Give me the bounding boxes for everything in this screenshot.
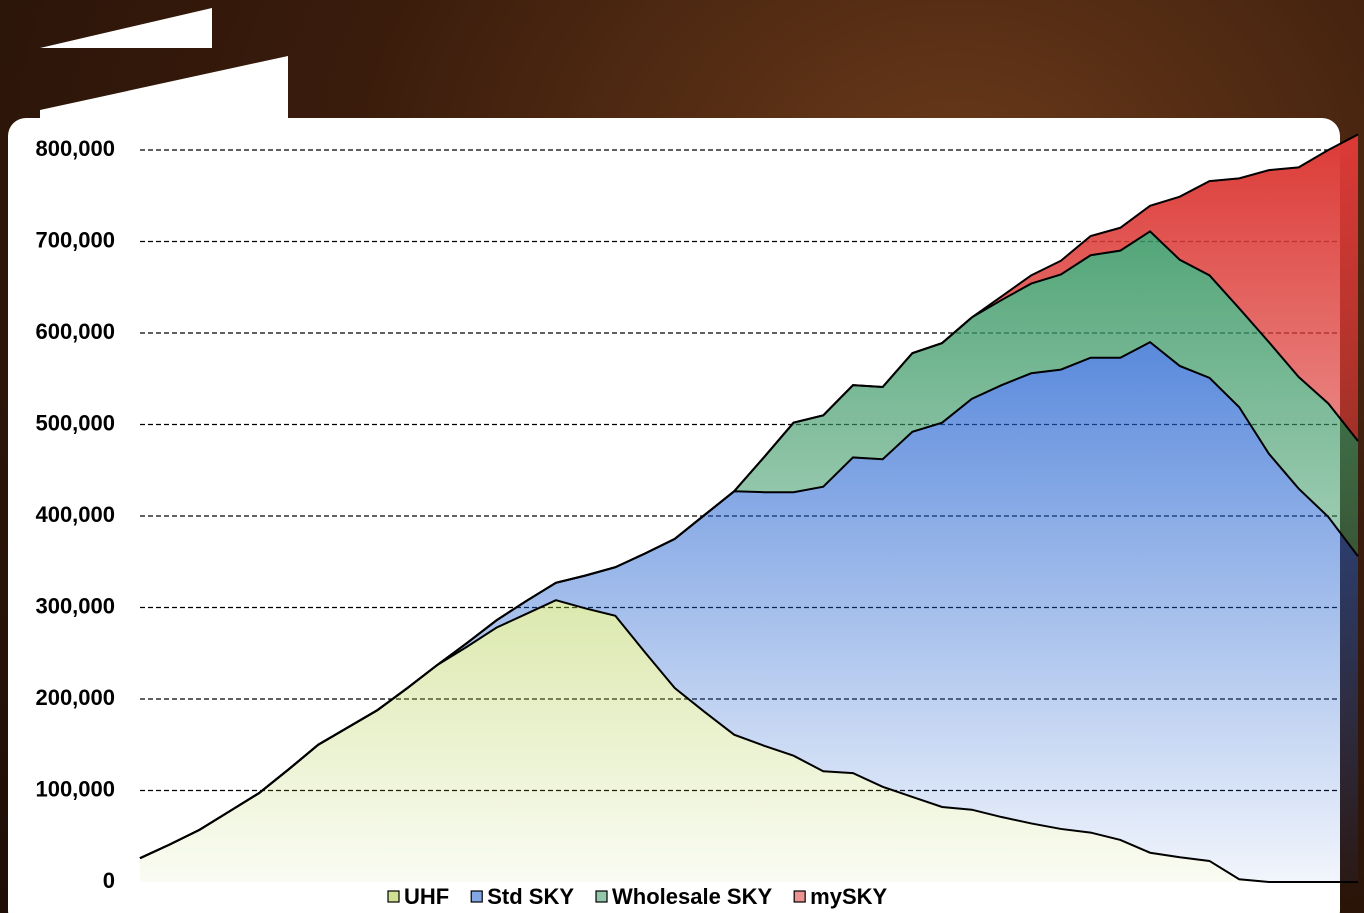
y-tick-label: 100,000	[35, 776, 115, 801]
y-tick-label: 800,000	[35, 136, 115, 161]
legend-label: UHF	[404, 884, 449, 909]
area	[140, 342, 1358, 882]
y-tick-label: 700,000	[35, 227, 115, 252]
legend-label: Std SKY	[487, 884, 574, 909]
y-tick-label: 300,000	[35, 593, 115, 618]
y-tick-label: 600,000	[35, 319, 115, 344]
y-tick-label: 0	[103, 868, 115, 893]
logo-shape	[40, 8, 212, 48]
y-tick-label: 500,000	[35, 410, 115, 435]
legend-swatch	[387, 890, 400, 903]
legend-item: Std SKY	[470, 884, 574, 909]
legend-item: UHF	[387, 884, 449, 909]
legend-swatch	[595, 890, 608, 903]
y-tick-label: 200,000	[35, 685, 115, 710]
area	[140, 134, 1358, 859]
legend-item: mySKY	[793, 884, 888, 909]
y-tick-label: 400,000	[35, 502, 115, 527]
logo-shape	[40, 56, 288, 118]
legend-item: Wholesale SKY	[595, 884, 772, 909]
legend-swatch	[470, 890, 483, 903]
legend-label: Wholesale SKY	[612, 884, 772, 909]
legend-label: mySKY	[810, 884, 887, 909]
legend-swatch	[793, 890, 806, 903]
area-outline	[139, 133, 1359, 860]
